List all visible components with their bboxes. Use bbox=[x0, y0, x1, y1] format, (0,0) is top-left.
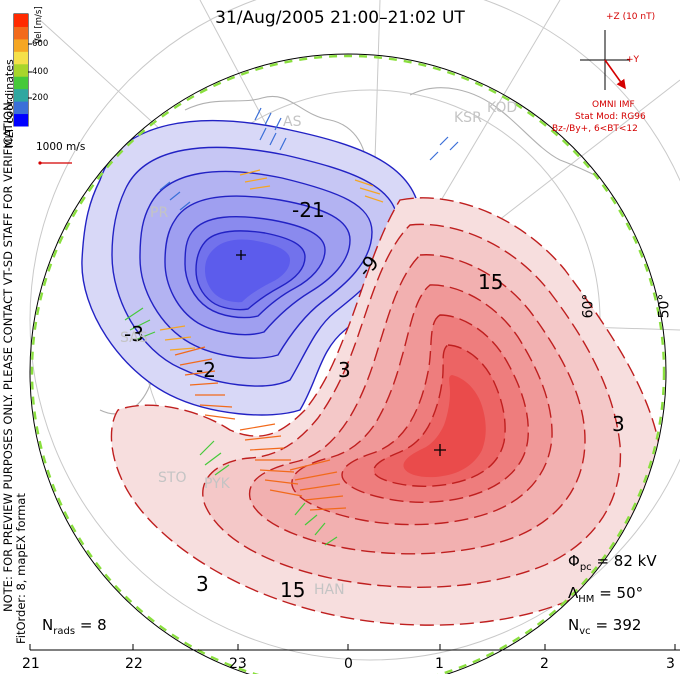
imf-clock bbox=[580, 30, 630, 90]
contour-label-neg3: -3 bbox=[124, 322, 144, 346]
radar-label-han: HAN bbox=[314, 582, 345, 598]
stat-n-rads-value: = 8 bbox=[79, 616, 107, 634]
stat-phi-pc: Φpc = 82 kV bbox=[568, 552, 657, 573]
radar-label-pr: PR bbox=[150, 205, 169, 221]
contour-label-neg2: -2 bbox=[196, 358, 216, 382]
mlt-label-0: 0 bbox=[344, 656, 353, 672]
colorbar-segment bbox=[14, 14, 28, 27]
contour-label-3-bottom: 3 bbox=[196, 572, 209, 596]
vector-cluster bbox=[159, 169, 384, 351]
mlt-label-22: 22 bbox=[125, 656, 143, 672]
contour-label-neg21: -21 bbox=[292, 198, 325, 222]
radar-label-sto: STO bbox=[158, 470, 187, 486]
colorbar-segment bbox=[14, 88, 28, 102]
stat-n-vc: Nvc = 392 bbox=[568, 616, 641, 637]
mlt-label-2: 2 bbox=[540, 656, 549, 672]
stat-lambda-hm: ΛHM = 50° bbox=[568, 584, 643, 605]
radar-label-pyk: PYK bbox=[204, 476, 230, 492]
radar-label-as: AS bbox=[283, 114, 302, 130]
contour-label-3-center: 3 bbox=[338, 358, 351, 382]
mlt-label-1: 1 bbox=[435, 656, 444, 672]
colorbar-tick-200: 200 bbox=[32, 93, 49, 103]
colorbar-segment bbox=[14, 76, 28, 90]
colorbar-segment bbox=[14, 101, 28, 115]
colorbar-tick-400: 400 bbox=[32, 67, 49, 77]
mlt-label-21: 21 bbox=[22, 656, 40, 672]
velocity-vectors bbox=[124, 107, 459, 546]
stat-lambda-hm-value: = 50° bbox=[599, 584, 644, 602]
stat-phi-pc-symbol: Φpc bbox=[568, 552, 592, 573]
stat-phi-pc-value: = 82 kV bbox=[596, 552, 657, 570]
mlt-label-3: 3 bbox=[666, 656, 675, 672]
imf-y-label: +Y bbox=[626, 55, 640, 65]
map-title: 31/Aug/2005 21:00–21:02 UT bbox=[215, 8, 465, 28]
imf-z-label: +Z (10 nT) bbox=[606, 12, 656, 22]
coordinates-label: MLT coordinates bbox=[3, 59, 16, 148]
vector-cluster bbox=[174, 346, 347, 511]
colorbar-segment bbox=[14, 26, 28, 40]
stat-n-vc-symbol: Nvc bbox=[568, 616, 591, 637]
stat-n-rads-symbol: Nrads bbox=[42, 616, 76, 637]
vector-cluster bbox=[124, 307, 338, 546]
contour-label-15-top: 15 bbox=[478, 270, 504, 294]
colorbar-segment bbox=[14, 63, 28, 77]
radar-label-sas: SAS bbox=[120, 330, 148, 346]
preview-note: NOTE: FOR PREVIEW PURPOSES ONLY. PLEASE … bbox=[1, 98, 15, 612]
stat-n-vc-value: = 392 bbox=[595, 616, 642, 634]
lat-label-60: 60° bbox=[580, 293, 597, 319]
colorbar-segment bbox=[14, 38, 28, 52]
mlt-label-23: 23 bbox=[229, 656, 247, 672]
radar-label-ksr: KSR bbox=[454, 110, 482, 126]
stat-lambda-hm-symbol: ΛHM bbox=[568, 584, 595, 605]
positive-potential-cell bbox=[110, 197, 662, 626]
contour-label-3-right: 3 bbox=[612, 412, 625, 436]
velocity-colorbar bbox=[13, 13, 32, 127]
imf-model: Stat Mod: RG96 bbox=[575, 112, 646, 122]
colorbar-segment bbox=[14, 51, 28, 65]
imf-condition: Bz-/By+, 6<BT<12 bbox=[552, 124, 638, 134]
colorbar-tick-600: 600 bbox=[32, 39, 49, 49]
mlt-axis-ticks bbox=[29, 644, 680, 651]
fit-order-note: FitOrder: 8, mapEX format bbox=[14, 493, 28, 644]
colorbar-segment bbox=[14, 113, 28, 127]
radar-label-kod: KOD bbox=[487, 100, 518, 116]
vector-cluster bbox=[159, 107, 459, 211]
stat-n-rads: Nrads = 8 bbox=[42, 616, 107, 637]
imf-source: OMNI IMF bbox=[592, 100, 635, 110]
negative-potential-cell bbox=[81, 119, 421, 416]
scale-vector-label: 1000 m/s bbox=[36, 141, 86, 153]
heppner-maynard-boundary bbox=[29, 53, 667, 674]
lat-label-50: 50° bbox=[656, 293, 673, 319]
contour-label-15-bottom: 15 bbox=[280, 578, 306, 602]
